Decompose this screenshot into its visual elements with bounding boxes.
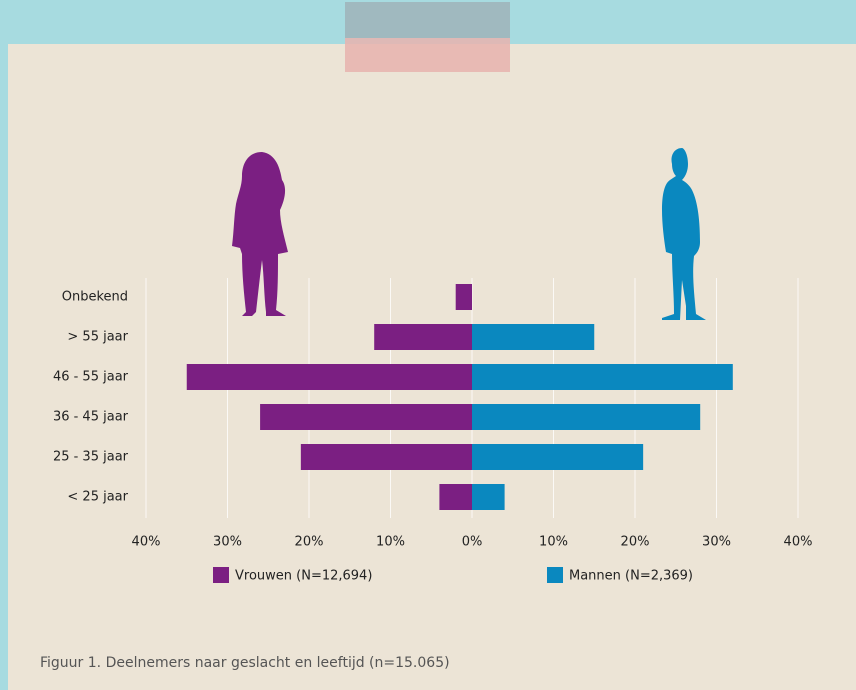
legend-swatch xyxy=(213,567,229,583)
bar xyxy=(260,404,472,430)
y-tick-label: Onbekend xyxy=(62,290,128,305)
bar xyxy=(472,324,594,350)
x-tick-label: 30% xyxy=(702,535,731,550)
bar xyxy=(472,484,505,510)
x-tick-label: 40% xyxy=(784,535,813,550)
x-tick-label: 10% xyxy=(539,535,568,550)
bar xyxy=(472,404,700,430)
y-tick-label: < 25 jaar xyxy=(67,490,128,505)
x-tick-label: 20% xyxy=(621,535,650,550)
bar xyxy=(456,284,472,310)
caption: Figuur 1. Deelnemers naar geslacht en le… xyxy=(40,655,450,671)
bar xyxy=(187,364,472,390)
legend-label: Mannen (N=2,369) xyxy=(569,569,693,584)
y-tick-label: 46 - 55 jaar xyxy=(53,370,129,385)
legend-label: Vrouwen (N=12,694) xyxy=(235,569,372,584)
x-tick-label: 0% xyxy=(462,535,483,550)
chart: Figuur 1. Deelnemers naar geslacht en le… xyxy=(0,0,856,690)
x-tick-label: 40% xyxy=(132,535,161,550)
y-tick-label: > 55 jaar xyxy=(67,330,128,345)
x-tick-label: 10% xyxy=(376,535,405,550)
legend-swatch xyxy=(547,567,563,583)
bar xyxy=(472,364,733,390)
x-tick-label: 30% xyxy=(213,535,242,550)
x-tick-label: 20% xyxy=(295,535,324,550)
bar xyxy=(472,444,643,470)
y-tick-label: 25 - 35 jaar xyxy=(53,450,129,465)
bar xyxy=(374,324,472,350)
tape-top xyxy=(345,2,510,38)
y-tick-label: 36 - 45 jaar xyxy=(53,410,129,425)
tape-bottom xyxy=(345,38,510,72)
bar xyxy=(301,444,472,470)
bar xyxy=(439,484,472,510)
